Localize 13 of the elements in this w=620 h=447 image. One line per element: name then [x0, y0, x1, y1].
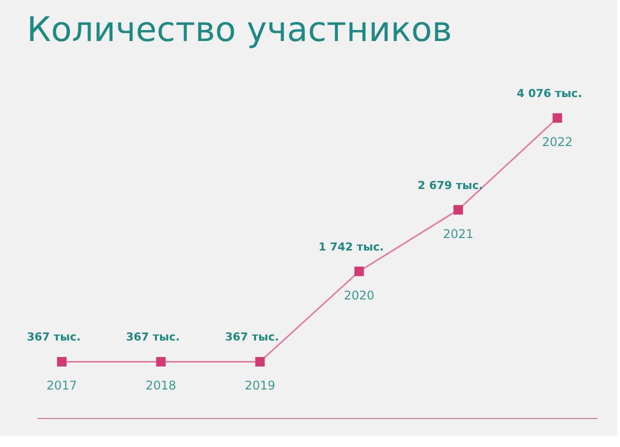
data-label: 4 076 тыс.	[516, 87, 582, 100]
x-tick-label: 2021	[442, 226, 474, 241]
x-tick-label: 2022	[542, 135, 573, 149]
x-tick-label: 2017	[46, 378, 78, 393]
x-tick-label: 2020	[344, 288, 374, 302]
chart-title: Количество участников	[26, 10, 452, 50]
data-label: 1 742 тыс.	[318, 240, 384, 254]
data-label: 367 тыс.	[26, 330, 81, 344]
x-tick-label: 2019	[244, 378, 276, 393]
data-label: 367 тыс.	[126, 330, 180, 344]
x-tick-label: 2018	[146, 378, 176, 393]
data-label: 367 тыс.	[225, 330, 279, 344]
data-label: 2 679 тыс.	[418, 178, 483, 192]
